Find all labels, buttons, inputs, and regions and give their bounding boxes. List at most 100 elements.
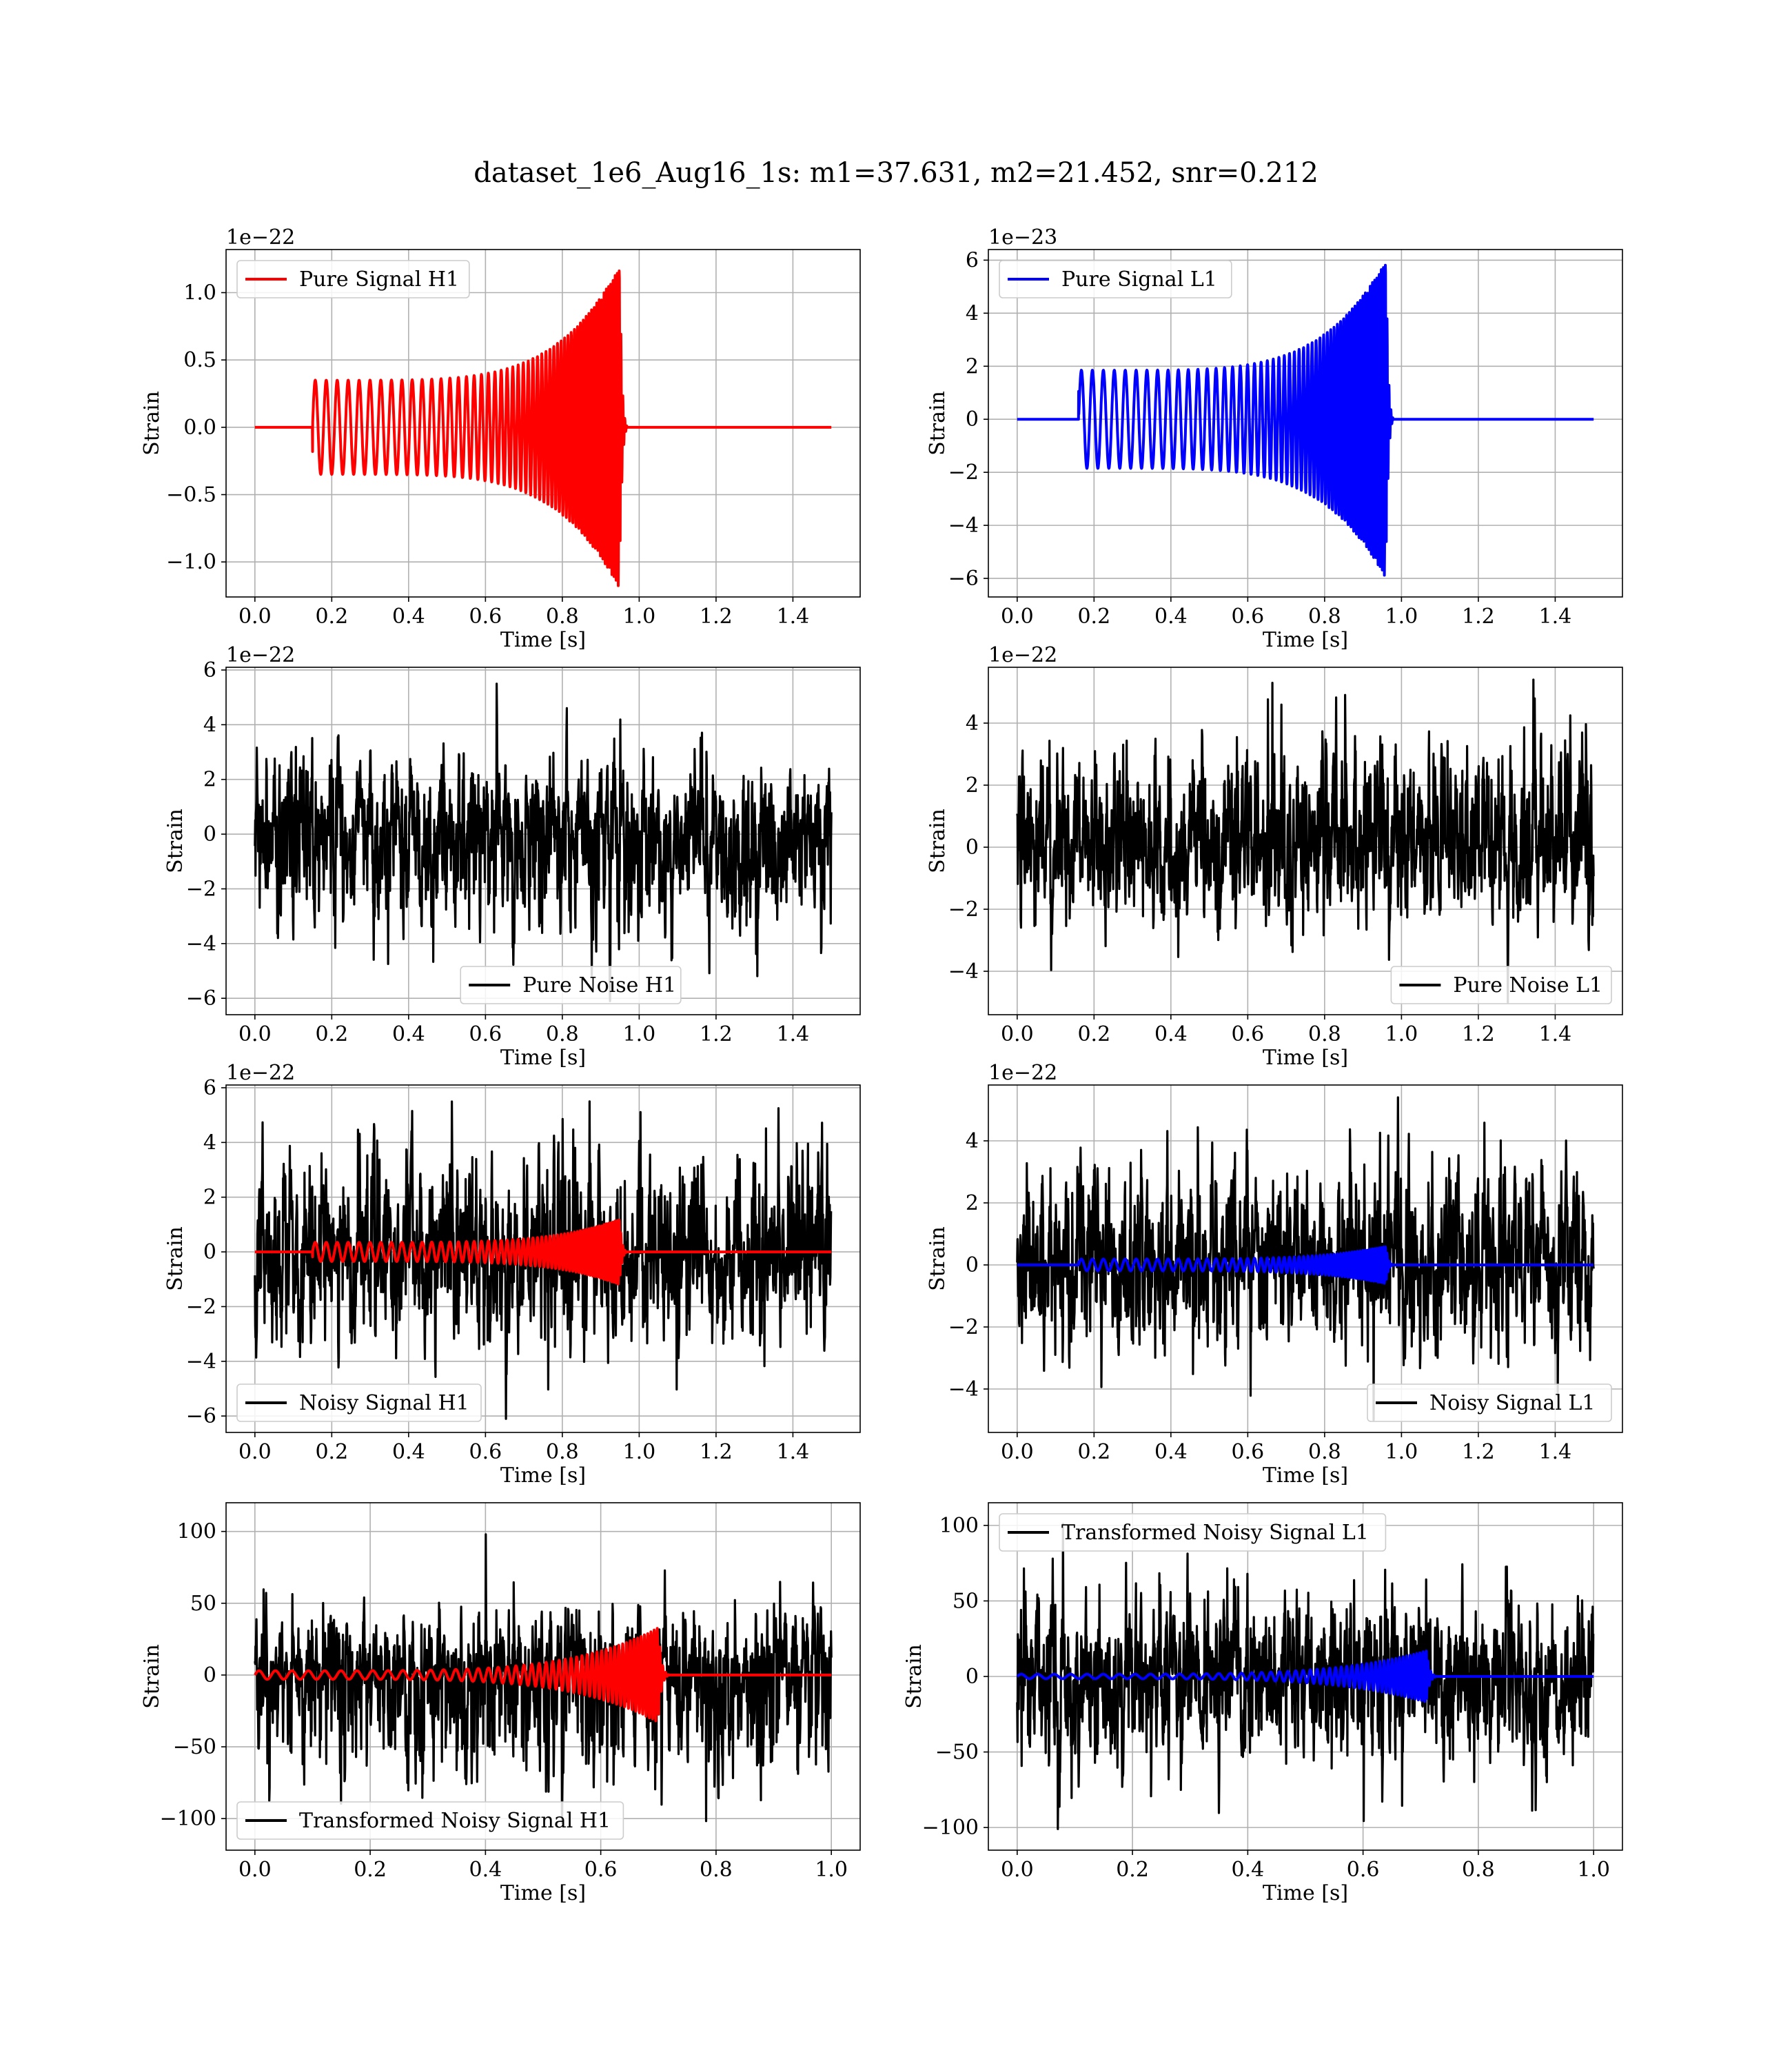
y-tick-label: 0	[966, 407, 979, 432]
axes-frame	[225, 667, 861, 1015]
x-tick-label: 0.0	[1001, 605, 1034, 629]
x-tick-label: 1.4	[1539, 1022, 1572, 1046]
series-line	[254, 270, 833, 587]
x-tick-label: 1.2	[1462, 1022, 1495, 1046]
x-tick-label: 0.6	[469, 605, 502, 629]
series-line	[254, 1627, 833, 1723]
y-tick-label: −6	[186, 1404, 216, 1428]
y-tick-label: 2	[966, 1191, 979, 1215]
x-axis-label: Time [s]	[1263, 1046, 1348, 1070]
legend-box	[236, 1801, 624, 1840]
x-axis-label: Time [s]	[1263, 628, 1348, 652]
x-axis-label: Time [s]	[500, 628, 586, 652]
series-line	[254, 682, 833, 1002]
x-axis-label: Time [s]	[500, 1463, 586, 1488]
y-tick-label: −2	[948, 1315, 979, 1339]
x-tick-label: 0.4	[392, 1440, 425, 1464]
x-tick-label: 0.4	[392, 1022, 425, 1046]
x-tick-label: 1.2	[700, 605, 733, 629]
series-line	[254, 1219, 833, 1286]
y-tick-label: 0.0	[183, 416, 216, 440]
y-axis-label: Strain	[926, 391, 950, 456]
x-tick-label: 0.6	[469, 1440, 502, 1464]
x-tick-label: 0.8	[700, 1858, 733, 1882]
legend: Noisy Signal L1	[1367, 1383, 1612, 1422]
y-tick-label: 50	[953, 1589, 979, 1613]
x-tick-label: 0.8	[546, 1022, 579, 1046]
x-tick-label: 1.2	[700, 1022, 733, 1046]
y-tick-label: −4	[948, 1377, 979, 1401]
x-tick-label: 0.0	[1001, 1022, 1034, 1046]
x-tick-label: 0.2	[315, 605, 348, 629]
y-tick-label: 0	[966, 1253, 979, 1277]
x-tick-label: 0.8	[1462, 1858, 1495, 1882]
x-tick-label: 0.6	[1347, 1858, 1380, 1882]
subplot-3: 0.0 0.2 0.4 0.6 0.8 1.0 1.2 1.4 −6 −4 −2 0 2 4 6 Time […	[163, 643, 861, 1070]
x-tick-label: 0.0	[238, 605, 272, 629]
y-tick-label: −1.0	[166, 550, 216, 574]
y-tick-label: −0.5	[166, 483, 216, 507]
y-tick-label: −4	[948, 960, 979, 984]
x-tick-label: 0.2	[1077, 1440, 1110, 1464]
legend: Pure Noise L1	[1390, 966, 1612, 1004]
y-tick-label: 1.0	[183, 281, 216, 305]
y-tick-label: 4	[966, 301, 979, 325]
legend-label: Noisy Signal L1	[1429, 1391, 1595, 1415]
x-tick-label: 1.2	[700, 1440, 733, 1464]
y-axis-label: Strain	[902, 1644, 926, 1709]
x-tick-label: 1.0	[1577, 1858, 1610, 1882]
series-group	[1016, 1523, 1595, 1830]
y-tick-label: 0	[966, 1665, 979, 1689]
x-tick-label: 1.0	[1385, 605, 1418, 629]
x-tick-label: 0.8	[1308, 1022, 1341, 1046]
x-tick-label: 0.2	[1116, 1858, 1149, 1882]
y-tick-label: 50	[190, 1592, 216, 1616]
y-axis-label: Strain	[163, 809, 187, 873]
y-axis-label: Strain	[926, 809, 950, 873]
x-tick-label: 1.2	[1462, 1440, 1495, 1464]
offset-text: 1e−22	[226, 643, 295, 667]
x-tick-label: 1.2	[1462, 605, 1495, 629]
x-tick-label: 0.0	[238, 1022, 272, 1046]
y-axis-label: Strain	[163, 1226, 187, 1291]
x-tick-label: 0.6	[1232, 1440, 1265, 1464]
x-tick-label: 0.4	[392, 605, 425, 629]
y-tick-label: 6	[203, 658, 216, 682]
x-tick-label: 0.0	[1001, 1440, 1034, 1464]
x-tick-label: 0.0	[238, 1858, 272, 1882]
offset-text: 1e−22	[226, 225, 295, 250]
x-tick-label: 0.6	[1232, 1022, 1265, 1046]
series-line	[254, 1533, 833, 1824]
series-line	[1016, 1096, 1595, 1421]
series-line	[254, 1100, 833, 1420]
x-tick-label: 0.2	[315, 1022, 348, 1046]
legend-label: Pure Noise L1	[1453, 973, 1602, 997]
y-tick-label: 6	[203, 1076, 216, 1100]
x-tick-label: 0.4	[1232, 1858, 1265, 1882]
x-tick-label: 0.0	[1001, 1858, 1034, 1882]
y-tick-label: 100	[177, 1520, 216, 1544]
subplot-6: 0.0 0.2 0.4 0.6 0.8 1.0 1.2 1.4 −4 −2 0 2 4 Time [s] S…	[926, 1061, 1623, 1488]
x-tick-label: 0.8	[546, 605, 579, 629]
subplot-7: 0.0 0.2 0.4 0.6 0.8 1.0 −100 −50 0 50 100 Time [s] S…	[140, 1502, 861, 1905]
y-tick-label: 4	[203, 713, 216, 737]
y-tick-label: −2	[186, 877, 216, 901]
x-tick-label: 1.0	[1385, 1022, 1418, 1046]
axes-frame	[988, 667, 1623, 1015]
y-tick-label: 2	[203, 1186, 216, 1210]
y-tick-label: 4	[966, 711, 979, 736]
offset-text: 1e−22	[226, 1061, 295, 1085]
y-tick-label: 0.5	[183, 348, 216, 372]
series-group	[254, 1533, 833, 1824]
legend-label: Pure Signal L1	[1061, 267, 1217, 292]
y-tick-label: −100	[922, 1816, 979, 1840]
series-line	[1016, 263, 1595, 577]
x-tick-label: 0.2	[315, 1440, 348, 1464]
x-tick-label: 0.6	[469, 1022, 502, 1046]
legend-box	[1390, 966, 1612, 1004]
legend: Noisy Signal H1	[236, 1383, 482, 1422]
series-line	[1016, 1650, 1595, 1703]
series-group	[1016, 1096, 1595, 1421]
offset-text: 1e−23	[988, 225, 1057, 250]
x-axis-label: Time [s]	[1263, 1881, 1348, 1905]
